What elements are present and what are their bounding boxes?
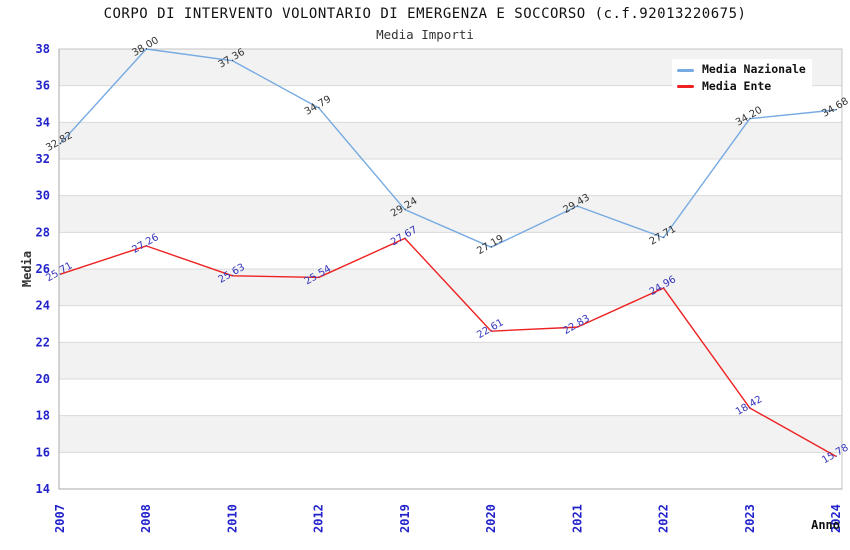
x-tick-label: 2021: [570, 504, 584, 533]
legend-label: Media Ente: [702, 79, 772, 94]
x-tick-label: 2008: [139, 504, 153, 533]
y-tick-label: 16: [36, 445, 50, 459]
y-tick-label: 38: [36, 42, 50, 56]
plot-band: [59, 415, 842, 453]
series-line-media-nazionale: [59, 48, 837, 248]
x-tick-label: 2023: [743, 504, 757, 533]
x-tick-label: 2020: [484, 504, 498, 533]
data-label: 34.79: [303, 94, 333, 118]
legend-line-marker-ente: [677, 85, 694, 89]
plot-band: [59, 122, 842, 159]
data-label: 22.83: [562, 313, 592, 337]
y-tick-label: 22: [36, 335, 50, 349]
y-axis-title: Media: [20, 251, 34, 287]
y-tick-label: 26: [36, 262, 50, 276]
chart-title: CORPO DI INTERVENTO VOLONTARIO DI EMERGE…: [103, 6, 747, 22]
legend-label: Media Nazionale: [702, 62, 806, 77]
x-tick-label: 2024: [829, 504, 843, 533]
y-tick-label: 20: [36, 372, 50, 386]
data-label: 22.61: [475, 317, 505, 341]
series-line-media-ente: [59, 237, 837, 457]
legend: Media Nazionale Media Ente: [672, 59, 812, 98]
legend-item-media-nazionale: Media Nazionale: [677, 64, 812, 76]
x-tick-label: 2012: [312, 504, 326, 533]
y-tick-label: 14: [36, 482, 50, 496]
y-tick-label: 28: [36, 225, 50, 239]
x-tick-label: 2022: [657, 504, 671, 533]
y-tick-label: 36: [36, 79, 50, 93]
chart-subtitle: Media Importi: [376, 27, 474, 42]
x-tick-label: 2010: [225, 504, 239, 533]
x-axis-title: Anno: [811, 518, 840, 532]
y-tick-label: 30: [36, 189, 50, 203]
y-tick-label: 34: [36, 115, 50, 129]
data-label: 34.68: [820, 96, 850, 120]
x-tick-label: 2007: [53, 504, 67, 533]
y-tick-label: 32: [36, 152, 50, 166]
x-tick-label: 2019: [398, 504, 412, 533]
legend-item-media-ente: Media Ente: [677, 81, 812, 93]
plot-band: [59, 342, 842, 379]
y-tick-label: 24: [36, 299, 50, 313]
plot-band: [59, 195, 842, 233]
y-tick-label: 18: [36, 409, 50, 423]
legend-line-marker-nazionale: [677, 68, 694, 72]
data-label: 27.19: [475, 233, 505, 257]
data-label: 27.26: [130, 232, 160, 256]
